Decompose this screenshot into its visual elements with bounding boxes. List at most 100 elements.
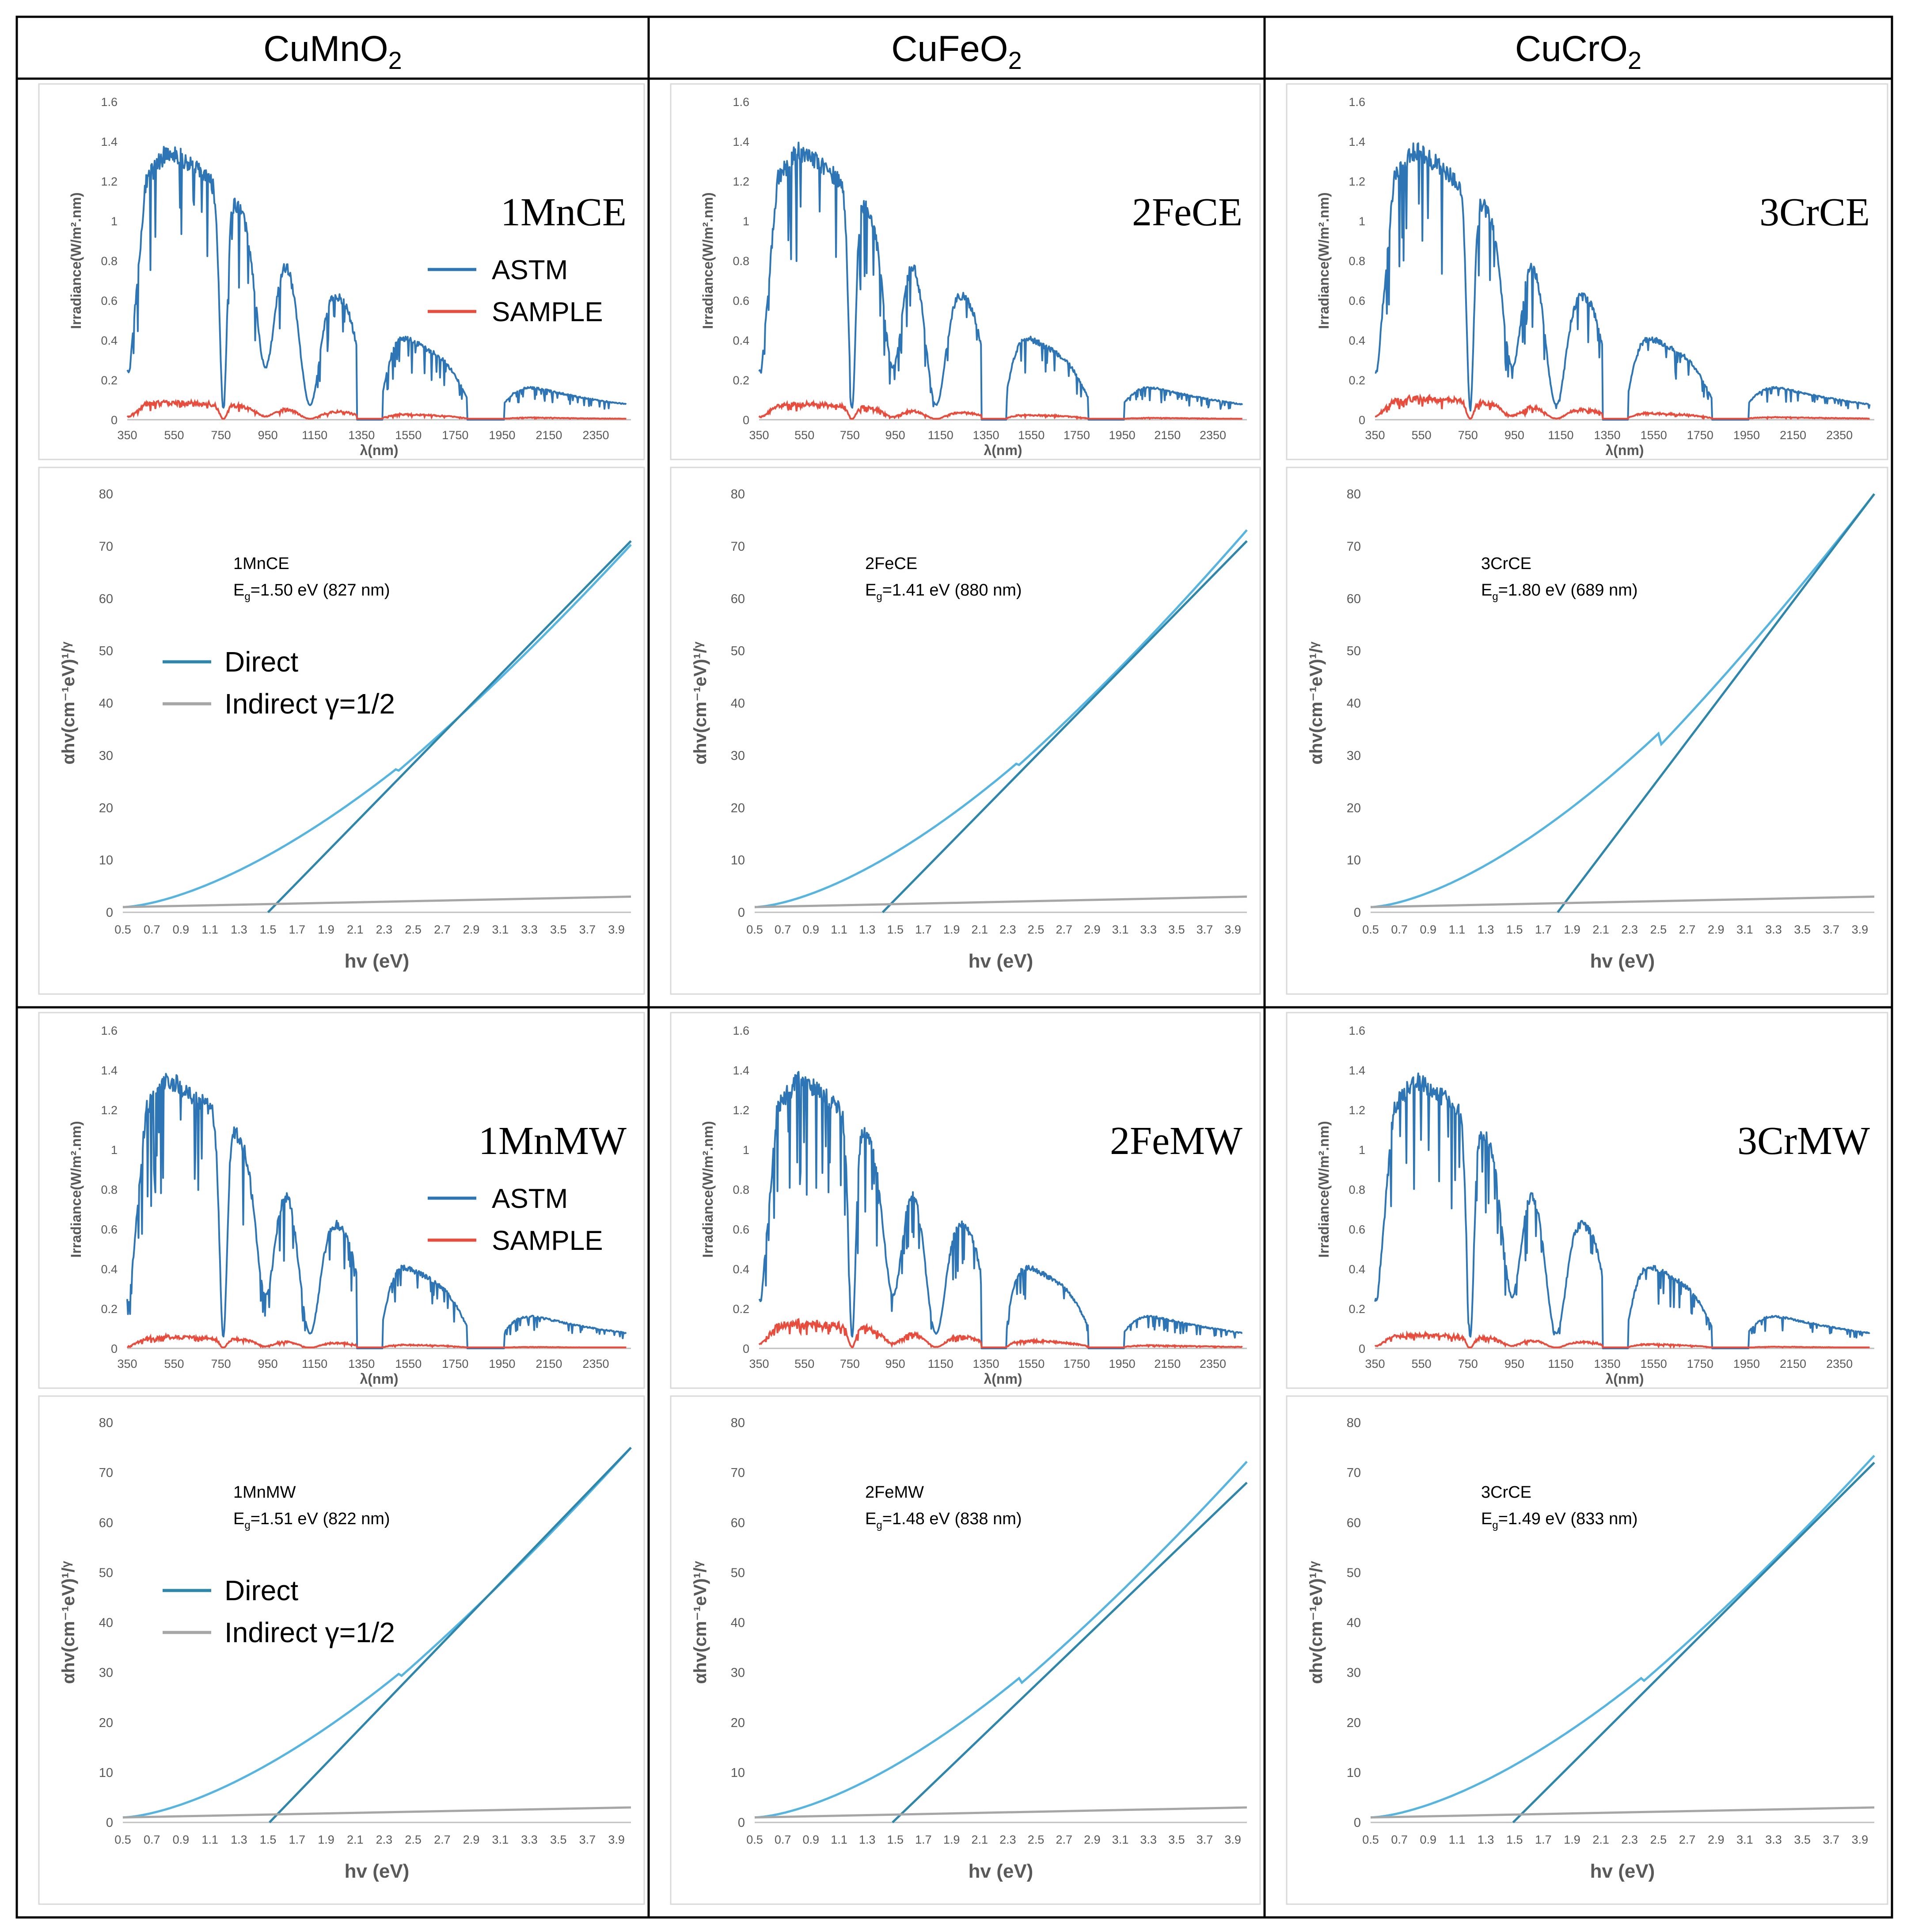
x-tick-label: 950 bbox=[258, 429, 278, 442]
x-tick-label: 3.9 bbox=[1224, 1833, 1241, 1846]
x-tick-label: 2.3 bbox=[376, 1833, 393, 1846]
bandgap-sample-label: 1MnMW bbox=[233, 1483, 296, 1502]
y-tick-label: 60 bbox=[731, 1516, 745, 1530]
y-tick-label: 50 bbox=[731, 644, 745, 658]
y-tick-label: 0 bbox=[738, 906, 745, 920]
linear-fit-line bbox=[269, 1446, 632, 1823]
x-tick-label: 1.7 bbox=[289, 923, 306, 936]
tauc-chart-border bbox=[38, 1395, 645, 1905]
x-tick-label: 1150 bbox=[928, 1357, 954, 1370]
x-tick-label: 2.7 bbox=[434, 1833, 451, 1846]
y-tick-label: 20 bbox=[731, 801, 745, 815]
x-tick-label: 2350 bbox=[1826, 1357, 1853, 1370]
x-axis-label: λ(nm) bbox=[1605, 442, 1644, 458]
y-tick-label: 70 bbox=[99, 1466, 113, 1480]
bandgap-symbol: E bbox=[1481, 581, 1492, 600]
y-tick-label: 0 bbox=[106, 906, 113, 920]
y-tick-label: 1 bbox=[111, 215, 118, 228]
y-tick-label: 40 bbox=[1347, 1616, 1361, 1630]
x-tick-label: 1750 bbox=[442, 1357, 468, 1370]
sample-label: 1MnMW bbox=[479, 1119, 627, 1163]
x-tick-label: 950 bbox=[885, 429, 905, 442]
y-tick-label: 40 bbox=[1347, 697, 1361, 711]
x-tick-label: 3.9 bbox=[1852, 923, 1869, 936]
bandgap-value-label: Eg=1.51 eV (822 nm) bbox=[233, 1510, 390, 1531]
x-tick-label: 2.3 bbox=[999, 1833, 1016, 1846]
x-tick-label: 0.9 bbox=[803, 923, 820, 936]
x-tick-label: 0.5 bbox=[746, 1833, 763, 1846]
x-tick-label: 2.7 bbox=[1056, 923, 1072, 936]
x-tick-label: 2.7 bbox=[1679, 923, 1696, 936]
direct-series-line bbox=[1370, 493, 1875, 908]
y-tick-label: 80 bbox=[1347, 1416, 1361, 1430]
x-tick-label: 0.7 bbox=[775, 923, 791, 936]
y-tick-label: 0.6 bbox=[1349, 1223, 1365, 1236]
sample-series-line bbox=[758, 1318, 1243, 1349]
sample-series-line bbox=[126, 398, 627, 420]
bandgap-sample-label: 3CrCE bbox=[1481, 1483, 1531, 1502]
x-tick-label: 3.5 bbox=[1794, 923, 1811, 936]
bandgap-sample-label: 1MnCE bbox=[233, 554, 289, 573]
x-tick-label: 1350 bbox=[972, 1357, 999, 1370]
x-tick-label: 3.1 bbox=[1736, 923, 1753, 936]
x-tick-label: 0.5 bbox=[114, 923, 131, 936]
x-tick-label: 2350 bbox=[1200, 1357, 1226, 1370]
x-tick-label: 1.5 bbox=[1506, 1833, 1523, 1846]
x-tick-label: 3.7 bbox=[1823, 923, 1840, 936]
x-tick-label: 1.7 bbox=[289, 1833, 306, 1846]
spectrum-chart-border bbox=[670, 83, 1261, 460]
y-tick-label: 10 bbox=[1347, 854, 1361, 868]
y-tick-label: 70 bbox=[99, 539, 113, 554]
x-tick-label: 3.7 bbox=[1823, 1833, 1840, 1846]
y-tick-label: 0.6 bbox=[733, 294, 749, 307]
x-tick-label: 3.1 bbox=[1112, 923, 1129, 936]
x-tick-label: 1150 bbox=[302, 1357, 327, 1370]
bandgap-sample-label: 3CrCE bbox=[1481, 554, 1531, 573]
x-tick-label: 3.3 bbox=[521, 1833, 538, 1846]
y-tick-label: 0.6 bbox=[1349, 294, 1365, 307]
bandgap-value-label: Eg=1.49 eV (833 nm) bbox=[1481, 1510, 1638, 1531]
y-tick-label: 80 bbox=[731, 1416, 745, 1430]
x-tick-label: 2.3 bbox=[1622, 923, 1638, 936]
x-tick-label: 2150 bbox=[1154, 1357, 1181, 1370]
indirect-series-line bbox=[754, 1806, 1247, 1819]
x-tick-label: 1950 bbox=[1109, 1357, 1136, 1370]
linear-fit-line bbox=[267, 540, 632, 913]
x-tick-label: 550 bbox=[164, 429, 184, 442]
astm-series-line bbox=[1375, 142, 1871, 421]
y-tick-label: 1.4 bbox=[733, 1064, 749, 1077]
x-tick-label: 1.9 bbox=[1564, 923, 1580, 936]
x-tick-label: 950 bbox=[1504, 429, 1524, 442]
x-tick-label: 550 bbox=[794, 429, 814, 442]
sample-label: 2FeMW bbox=[1110, 1119, 1242, 1163]
x-tick-label: 1950 bbox=[489, 1357, 515, 1370]
y-tick-label: 40 bbox=[731, 1616, 745, 1630]
x-tick-label: 3.3 bbox=[521, 923, 538, 936]
x-tick-label: 2.9 bbox=[1708, 1833, 1725, 1846]
x-tick-label: 1.3 bbox=[231, 1833, 247, 1846]
x-tick-label: 2150 bbox=[1154, 429, 1181, 442]
y-tick-label: 80 bbox=[99, 487, 113, 501]
bandgap-value-label: Eg=1.80 eV (689 nm) bbox=[1481, 581, 1638, 603]
x-tick-label: 1.9 bbox=[943, 1833, 960, 1846]
x-tick-label: 2.7 bbox=[1679, 1833, 1696, 1846]
y-tick-label: 30 bbox=[99, 749, 113, 763]
y-tick-label: 1.6 bbox=[101, 1024, 118, 1037]
y-tick-label: 0.2 bbox=[733, 374, 749, 387]
x-tick-label: 3.3 bbox=[1140, 1833, 1157, 1846]
x-tick-label: 1150 bbox=[1548, 1357, 1573, 1370]
bandgap-subscript: g bbox=[244, 1519, 250, 1531]
y-tick-label: 0 bbox=[1359, 414, 1365, 427]
linear-fit-line bbox=[881, 540, 1248, 913]
linear-fit-line bbox=[1557, 493, 1875, 913]
x-tick-label: 0.9 bbox=[803, 1833, 820, 1846]
y-tick-label: 60 bbox=[99, 592, 113, 606]
x-tick-label: 2.5 bbox=[1028, 1833, 1045, 1846]
y-tick-label: 0.4 bbox=[101, 1263, 118, 1276]
tauc-chart-0: 0 10 20 30 40 50 60 70 80 0.5 0.7 0.9 1.1 1.3 1.5 1.7 1.… bbox=[38, 467, 645, 995]
x-axis-label: hv (eV) bbox=[1590, 1860, 1655, 1882]
tauc-chart-4: 0 10 20 30 40 50 60 70 80 0.5 0.7 0.9 1.1 1.3 1.5 1.7 1.… bbox=[670, 1395, 1261, 1905]
x-tick-label: 550 bbox=[1412, 1357, 1432, 1370]
x-tick-label: 3.5 bbox=[550, 923, 567, 936]
astm-series-line bbox=[1374, 1072, 1870, 1349]
